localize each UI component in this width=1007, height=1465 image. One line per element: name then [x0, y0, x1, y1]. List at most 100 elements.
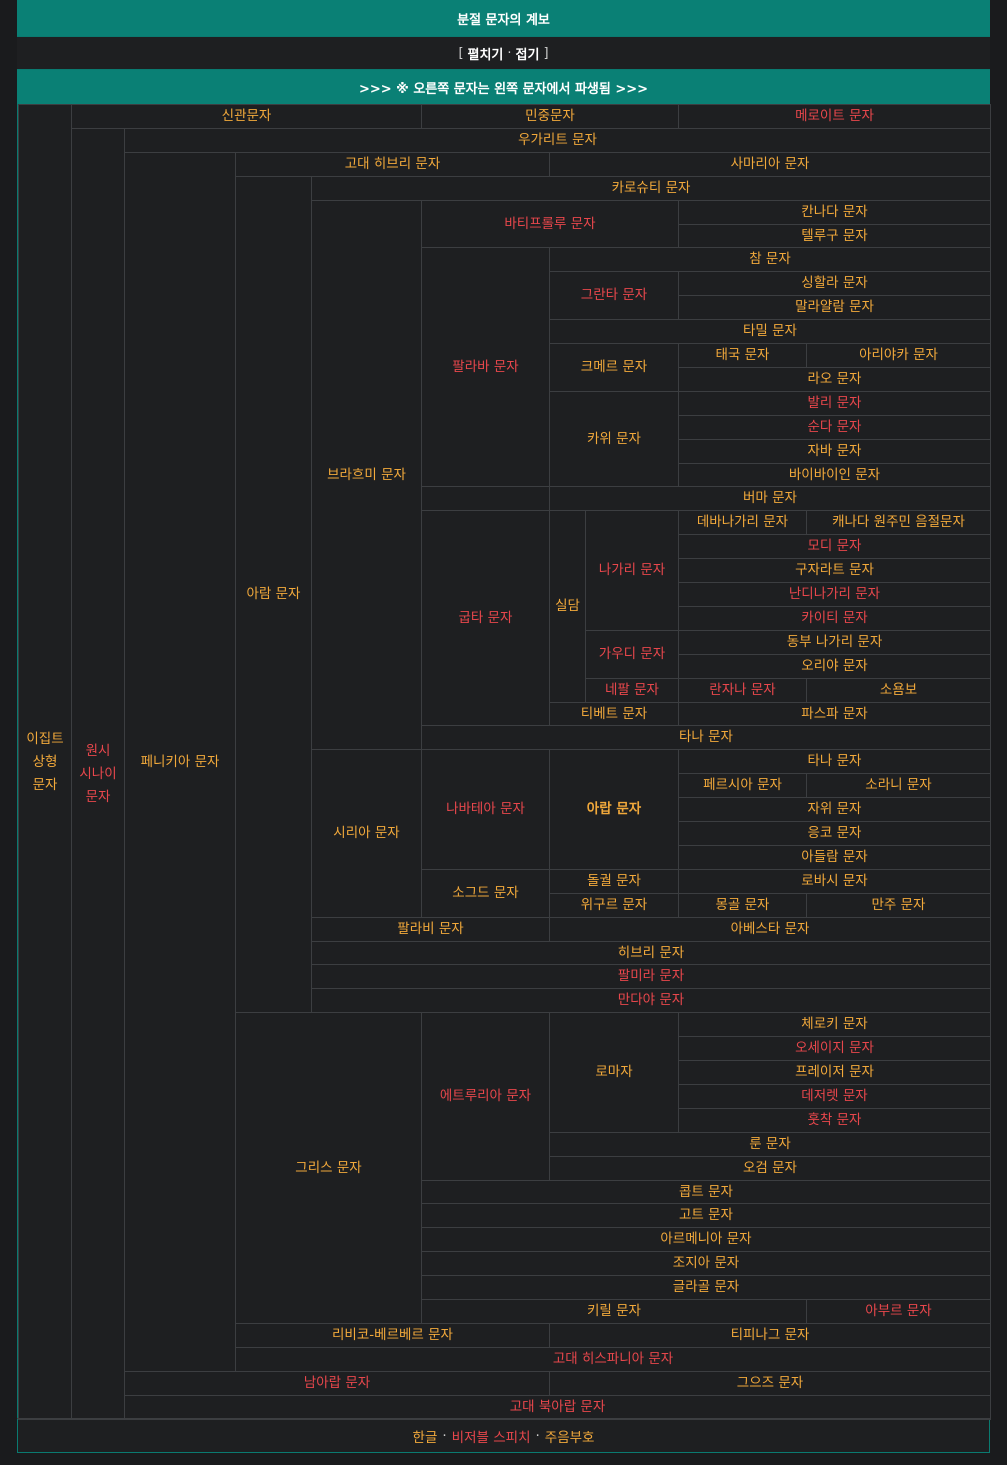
- script-kharosthi[interactable]: 카로슈티 문자: [311, 176, 991, 201]
- script-greek[interactable]: 그리스 문자: [235, 1012, 422, 1324]
- script-deseret[interactable]: 데저렛 문자: [678, 1084, 991, 1109]
- script-kawi[interactable]: 카위 문자: [549, 391, 679, 487]
- expand-toggle[interactable]: 펼치기: [467, 47, 504, 63]
- script-bhattiprolu[interactable]: 바티프롤루 문자: [421, 200, 679, 248]
- script-samaritan[interactable]: 사마리아 문자: [549, 152, 991, 177]
- script-pallava[interactable]: 팔라바 문자: [421, 247, 550, 487]
- script-sinhala[interactable]: 싱할라 문자: [678, 271, 991, 296]
- script-cham[interactable]: 참 문자: [549, 247, 991, 272]
- script-etruscan[interactable]: 에트루리아 문자: [421, 1012, 550, 1181]
- script-geez[interactable]: 그으즈 문자: [549, 1371, 991, 1396]
- script-adlam[interactable]: 아들람 문자: [678, 845, 991, 870]
- script-phags-pa[interactable]: 파스파 문자: [678, 702, 991, 726]
- script-baybayin[interactable]: 바이바이인 문자: [678, 463, 991, 487]
- script-sundanese[interactable]: 순다 문자: [678, 415, 991, 440]
- script-nabataean[interactable]: 나바테아 문자: [421, 749, 550, 870]
- script-armenian[interactable]: 아르메니아 문자: [421, 1227, 991, 1252]
- script-aramaic[interactable]: 아람 문자: [235, 176, 312, 1013]
- script-glagolitic[interactable]: 글라골 문자: [421, 1275, 991, 1300]
- script-georgian[interactable]: 조지아 문자: [421, 1251, 991, 1276]
- script-ngko[interactable]: 응코 문자: [678, 821, 991, 846]
- script-old-turkic[interactable]: 돌궐 문자: [549, 869, 679, 894]
- script-ancient-north-arabian[interactable]: 고대 북아랍 문자: [124, 1395, 991, 1420]
- script-coptic[interactable]: 콥트 문자: [421, 1180, 991, 1204]
- script-runic[interactable]: 룬 문자: [549, 1132, 991, 1157]
- script-hotchak[interactable]: 훗착 문자: [678, 1108, 991, 1133]
- script-gujarati[interactable]: 구자라트 문자: [678, 558, 991, 583]
- script-phoenician[interactable]: 페니키아 문자: [124, 152, 236, 1372]
- script-pahlavi[interactable]: 팔라비 문자: [311, 917, 550, 942]
- script-kannada[interactable]: 칸나다 문자: [678, 200, 991, 225]
- script-canadian-syllabics[interactable]: 캐나다 원주민 음절문자: [806, 510, 991, 535]
- script-tibetan[interactable]: 티베트 문자: [549, 702, 679, 726]
- footer-link[interactable]: 주음부호: [544, 1430, 595, 1446]
- script-nandinagari[interactable]: 난디나가리 문자: [678, 582, 991, 607]
- script-devanagari[interactable]: 데바나가리 문자: [678, 510, 807, 535]
- script-sogdian[interactable]: 소그드 문자: [421, 869, 550, 918]
- script-soyombo[interactable]: 소욤보: [806, 678, 991, 703]
- script-siddham[interactable]: 실담: [549, 510, 586, 703]
- script-latin[interactable]: 로마자: [549, 1012, 679, 1133]
- script-thai[interactable]: 태국 문자: [678, 343, 807, 368]
- footer-link[interactable]: 한글: [412, 1430, 438, 1446]
- script-paleohispanic[interactable]: 고대 히스파니아 문자: [235, 1347, 991, 1372]
- script-egyptian-hieroglyphs[interactable]: 이집트 상형 문자: [18, 104, 72, 1420]
- script-thaana-2[interactable]: 타나 문자: [678, 749, 991, 774]
- script-avestan[interactable]: 아베스타 문자: [549, 917, 991, 942]
- script-jawi[interactable]: 자위 문자: [678, 797, 991, 822]
- script-cyrillic[interactable]: 키릴 문자: [421, 1299, 807, 1324]
- script-kaithi[interactable]: 카이티 문자: [678, 606, 991, 631]
- script-persian[interactable]: 페르시아 문자: [678, 773, 807, 798]
- script-lao[interactable]: 라오 문자: [678, 367, 991, 392]
- script-uyghur[interactable]: 위구르 문자: [549, 893, 679, 918]
- script-thaana-1[interactable]: 타나 문자: [421, 725, 991, 750]
- script-abur[interactable]: 아부르 문자: [806, 1299, 991, 1324]
- script-proto-sinaitic[interactable]: 원시 시나이 문자: [71, 128, 125, 1420]
- script-nepal[interactable]: 네팔 문자: [585, 678, 679, 703]
- script-arabic[interactable]: 아랍 문자: [549, 749, 679, 870]
- script-grantha[interactable]: 그란타 문자: [549, 271, 679, 320]
- script-ogham[interactable]: 오검 문자: [549, 1156, 991, 1181]
- script-javanese[interactable]: 자바 문자: [678, 439, 991, 464]
- script-modi[interactable]: 모디 문자: [678, 534, 991, 559]
- script-paleo-hebrew[interactable]: 고대 히브리 문자: [235, 152, 550, 177]
- script-tamil[interactable]: 타밀 문자: [549, 319, 991, 344]
- script-syriac[interactable]: 시리아 문자: [311, 749, 422, 918]
- script-khmer[interactable]: 크메르 문자: [549, 343, 679, 392]
- script-hieratic[interactable]: 신관문자: [71, 104, 422, 129]
- script-gaudi[interactable]: 가우디 문자: [585, 630, 679, 679]
- script-tifinagh[interactable]: 티피나그 문자: [549, 1323, 991, 1348]
- script-eastern-nagari[interactable]: 동부 나가리 문자: [678, 630, 991, 655]
- script-manchu[interactable]: 만주 문자: [806, 893, 991, 918]
- script-palmyrene[interactable]: 팔미라 문자: [311, 964, 991, 989]
- script-mandaic[interactable]: 만다야 문자: [311, 988, 991, 1013]
- footer-separator: ·: [442, 1428, 447, 1444]
- script-fraser[interactable]: 프레이저 문자: [678, 1060, 991, 1085]
- script-osage[interactable]: 오세이지 문자: [678, 1036, 991, 1061]
- script-balinese[interactable]: 발리 문자: [678, 391, 991, 416]
- script-telugu[interactable]: 텔루구 문자: [678, 224, 991, 248]
- script-mongolian[interactable]: 몽골 문자: [678, 893, 807, 918]
- script-sorani[interactable]: 소라니 문자: [806, 773, 991, 798]
- script-brahmi[interactable]: 브라흐미 문자: [311, 200, 422, 750]
- script-ranjana[interactable]: 란자나 문자: [678, 678, 807, 703]
- script-gupta[interactable]: 굽타 문자: [421, 510, 550, 726]
- script-orkhon-rovasi[interactable]: 로바시 문자: [678, 869, 991, 894]
- collapse-toggle[interactable]: 접기: [515, 47, 540, 63]
- script-hebrew[interactable]: 히브리 문자: [311, 941, 991, 965]
- script-gothic[interactable]: 고트 문자: [421, 1203, 991, 1228]
- script-nagari[interactable]: 나가리 문자: [585, 510, 679, 631]
- script-meroitic[interactable]: 메로이트 문자: [678, 104, 991, 129]
- script-cherokee[interactable]: 체로키 문자: [678, 1012, 991, 1037]
- footer-link[interactable]: 비저블 스피치: [451, 1430, 531, 1446]
- script-malayalam[interactable]: 말라얄람 문자: [678, 295, 991, 320]
- script-libyco-berber[interactable]: 리비코-베르베르 문자: [235, 1323, 550, 1348]
- script-ugaritic[interactable]: 우가리트 문자: [124, 128, 991, 153]
- script-odia[interactable]: 오리야 문자: [678, 654, 991, 679]
- footer-separator: ·: [535, 1428, 540, 1444]
- script-burmese[interactable]: 버마 문자: [549, 486, 991, 511]
- script-demotic[interactable]: 민중문자: [421, 104, 679, 129]
- script-south-arabian[interactable]: 남아랍 문자: [124, 1371, 550, 1396]
- script-ariyaka[interactable]: 아리야카 문자: [806, 343, 991, 368]
